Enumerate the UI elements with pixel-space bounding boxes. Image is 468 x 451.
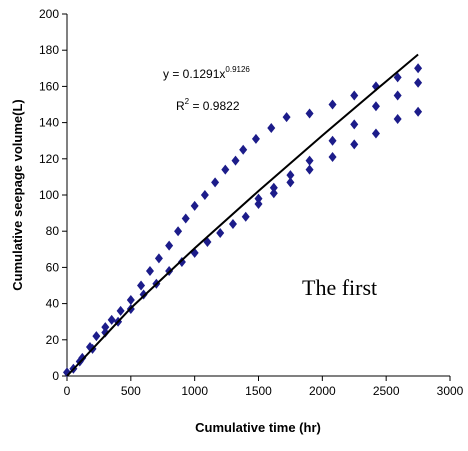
data-point [254, 193, 263, 204]
data-point [145, 266, 154, 277]
data-point [254, 199, 263, 210]
data-point [221, 164, 230, 175]
data-point [269, 182, 278, 193]
data-point [239, 144, 248, 155]
data-point [350, 119, 359, 130]
x-tick-label: 2000 [309, 384, 336, 398]
r-squared: R2 = 0.9822 [176, 97, 240, 113]
y-tick-label: 60 [46, 260, 60, 274]
y-tick-label: 140 [39, 116, 59, 130]
data-point [269, 188, 278, 199]
data-point [328, 151, 337, 162]
data-point [305, 155, 314, 166]
data-point [282, 112, 291, 123]
x-tick-label: 1000 [181, 384, 208, 398]
data-point [241, 211, 250, 222]
y-tick-label: 120 [39, 152, 59, 166]
y-axis-title: Cumulative seepage volume(L) [10, 99, 25, 290]
data-point [101, 327, 110, 338]
data-point [181, 213, 190, 224]
trend-line [66, 53, 419, 377]
r-squared-base: R [176, 99, 185, 113]
data-point [414, 106, 423, 117]
data-point [328, 99, 337, 110]
equation-base: y = 0.1291x [163, 67, 225, 81]
data-point [393, 113, 402, 124]
data-point [286, 177, 295, 188]
y-tick-label: 80 [46, 224, 60, 238]
y-tick-label: 100 [39, 188, 59, 202]
data-point [371, 101, 380, 112]
y-tick-label: 20 [46, 333, 60, 347]
data-point [414, 63, 423, 74]
x-tick-label: 1500 [245, 384, 272, 398]
data-point [137, 280, 146, 291]
data-point [305, 164, 314, 175]
data-point [211, 177, 220, 188]
y-tick-label: 40 [46, 297, 60, 311]
data-point [174, 226, 183, 237]
annotation: The first [302, 275, 377, 300]
data-point [328, 135, 337, 146]
data-point [371, 128, 380, 139]
data-point [350, 90, 359, 101]
data-point [165, 240, 174, 251]
data-point [200, 190, 209, 200]
data-point [305, 108, 314, 119]
data-point [350, 139, 359, 150]
data-point [231, 155, 240, 166]
x-tick-label: 0 [64, 384, 71, 398]
x-tick-label: 2500 [373, 384, 400, 398]
y-tick-label: 160 [39, 79, 59, 93]
x-axis-title: Cumulative time (hr) [195, 420, 321, 435]
data-point [116, 305, 125, 316]
data-point [101, 322, 110, 333]
data-point [251, 133, 260, 144]
y-tick-label: 180 [39, 43, 59, 57]
r-squared-exponent: 2 [185, 97, 190, 106]
data-point [228, 218, 237, 229]
data-point [216, 228, 225, 239]
data-point [393, 72, 402, 83]
equation-exponent: 0.9126 [225, 65, 250, 74]
data-point [107, 314, 116, 325]
data-point [414, 77, 423, 88]
data-point [190, 200, 199, 211]
x-tick-label: 500 [121, 384, 141, 398]
data-point [154, 253, 163, 264]
data-point [286, 170, 295, 181]
data-point [393, 90, 402, 101]
data-point [267, 123, 276, 134]
y-tick-label: 200 [39, 7, 59, 21]
equation: y = 0.1291x0.9126 [163, 65, 250, 81]
data-point [92, 331, 101, 342]
data-point [126, 294, 135, 305]
x-tick-label: 3000 [437, 384, 464, 398]
r-squared-value: = 0.9822 [189, 99, 240, 113]
y-tick-label: 0 [52, 369, 59, 383]
